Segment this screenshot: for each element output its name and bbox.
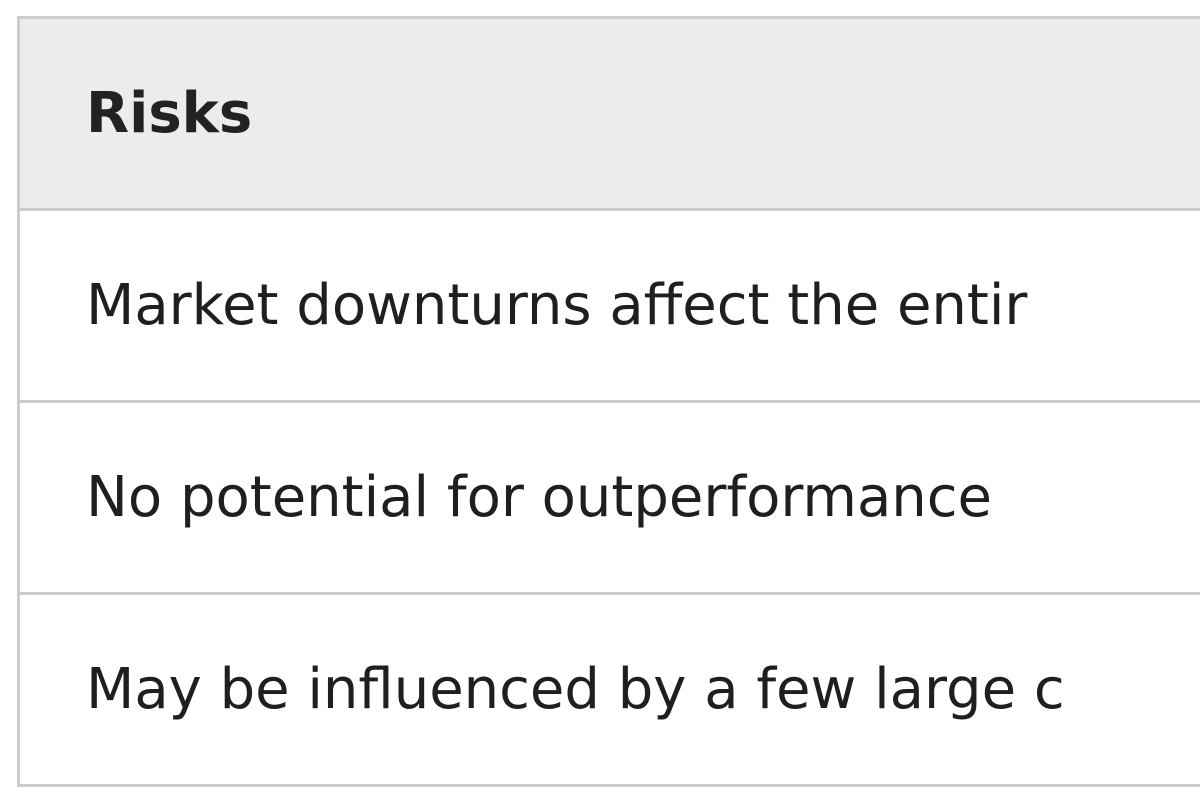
table-cell: No potential for outperformance bbox=[17, 400, 1200, 595]
risks-table: Risks Market downturns affect the entir … bbox=[17, 16, 1200, 787]
column-header-risks: Risks bbox=[17, 16, 1200, 211]
table-row: May be influenced by a few large c bbox=[17, 592, 1200, 787]
table-row: No potential for outperformance bbox=[17, 400, 1200, 595]
table-row: Market downturns affect the entir bbox=[17, 208, 1200, 403]
header-row: Risks bbox=[17, 16, 1200, 211]
table-head: Risks bbox=[17, 16, 1200, 211]
table-cell: May be influenced by a few large c bbox=[17, 592, 1200, 787]
table-body: Market downturns affect the entir No pot… bbox=[17, 208, 1200, 787]
table-cell: Market downturns affect the entir bbox=[17, 208, 1200, 403]
